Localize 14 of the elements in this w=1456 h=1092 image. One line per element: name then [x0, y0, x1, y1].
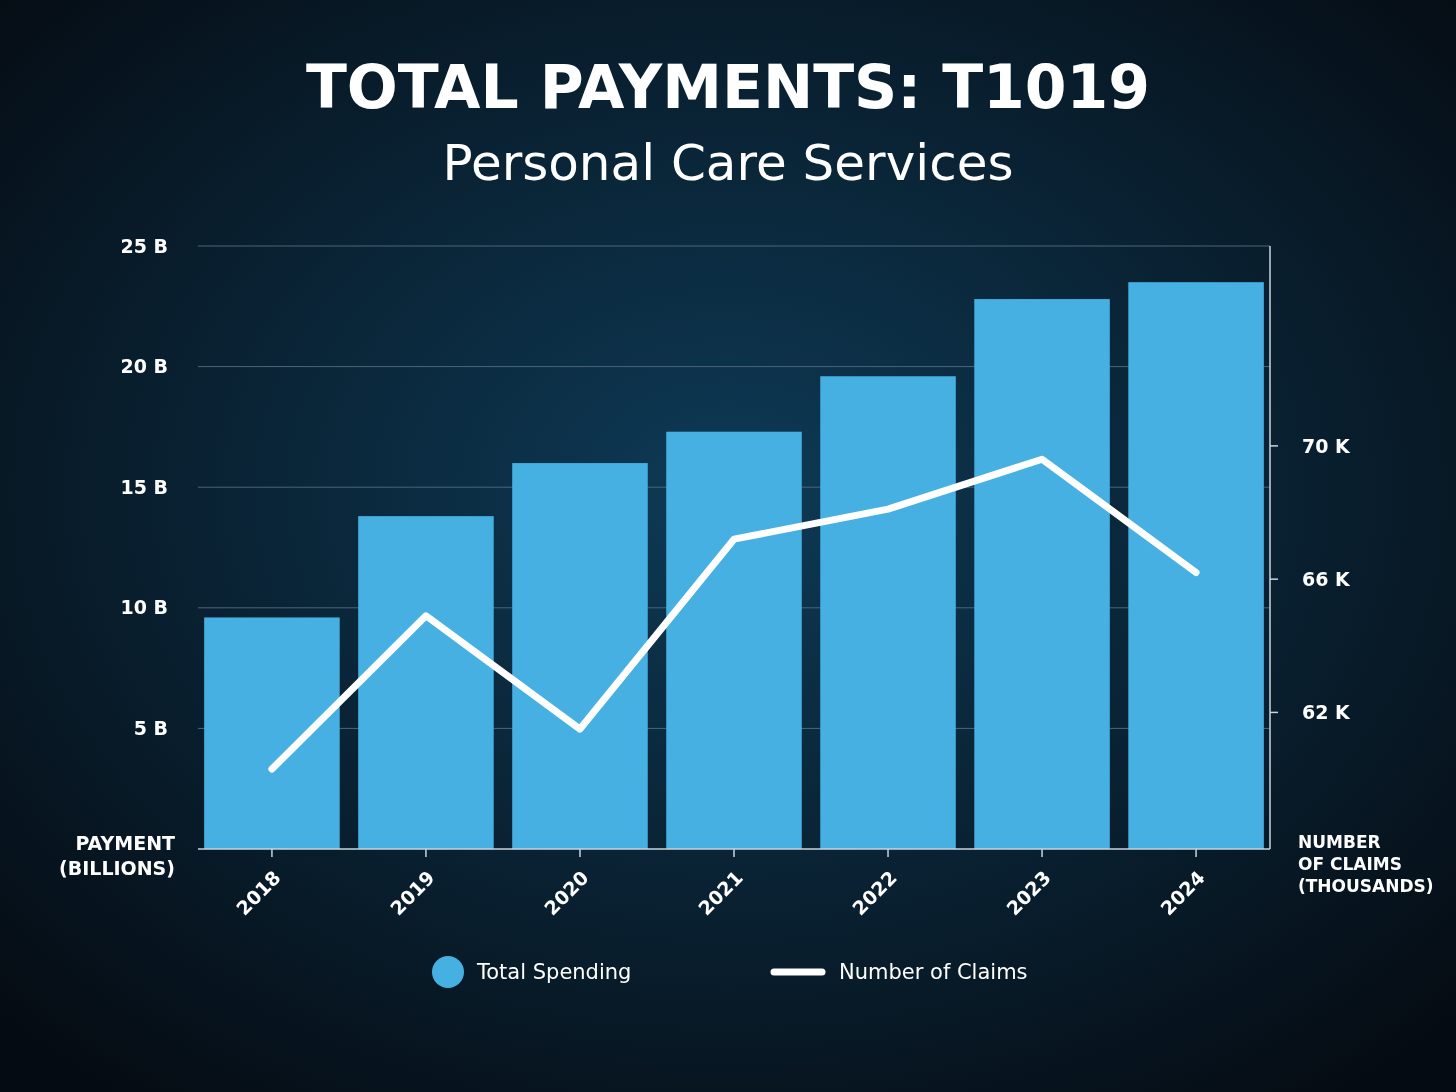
chart-subtitle: Personal Care Services	[442, 134, 1014, 192]
y2-axis-title: NUMBER OF CLAIMS (THOUSANDS)	[1298, 832, 1434, 897]
y2-tick-label: 62 K	[1302, 701, 1352, 724]
legend-label: Number of Claims	[839, 960, 1028, 985]
y-tick-label: 15 B	[120, 475, 168, 498]
y2-tick-label: 70 K	[1302, 434, 1352, 457]
legend-label: Total Spending	[476, 960, 632, 985]
chart-title: TOTAL PAYMENTS: T1019	[305, 52, 1151, 122]
y-tick-label: 20 B	[120, 355, 168, 378]
y-tick-label: 25 B	[120, 234, 168, 257]
y-tick-label: 10 B	[120, 596, 168, 619]
y-tick-label: 5 B	[133, 717, 168, 740]
y-axis-title: PAYMENT (BILLIONS)	[59, 832, 176, 879]
y2-tick-label: 66 K	[1302, 567, 1352, 590]
